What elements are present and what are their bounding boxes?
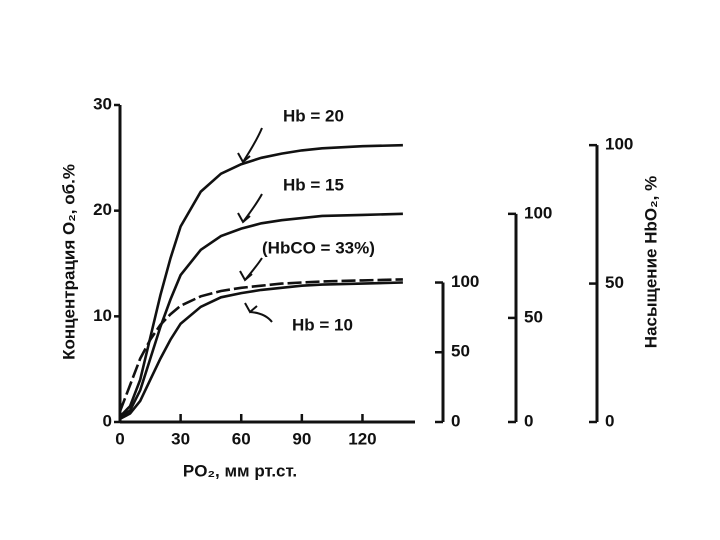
curve-label: Hb = 10 — [292, 315, 353, 334]
x-tick-label: 30 — [171, 429, 190, 448]
x-tick-label: 0 — [115, 429, 124, 448]
saturation-tick-label: 0 — [451, 411, 460, 430]
saturation-axis-label: Насыщение HbO₂, % — [641, 176, 660, 348]
saturation-tick-label: 0 — [524, 411, 533, 430]
arrow-head — [237, 152, 251, 164]
saturation-tick-label: 50 — [524, 307, 543, 326]
curve-label: (HbCO = 33%) — [262, 238, 375, 257]
curve-label: Hb = 20 — [283, 106, 344, 125]
curve-label: Hb = 15 — [283, 175, 344, 194]
curve — [118, 278, 403, 412]
y-tick-label: 20 — [93, 200, 112, 219]
arrow-head — [237, 212, 251, 224]
x-tick-label: 120 — [348, 429, 376, 448]
arrow-head — [239, 270, 253, 282]
annotation-arrow — [242, 127, 263, 163]
y-axis-label: Концентрация O₂, об.% — [59, 164, 78, 360]
saturation-tick-label: 100 — [605, 135, 633, 154]
y-tick-label: 30 — [93, 94, 112, 113]
y-tick-label: 0 — [103, 411, 112, 430]
saturation-tick-label: 100 — [451, 272, 479, 291]
x-tick-label: 90 — [292, 429, 311, 448]
curve — [119, 281, 403, 420]
saturation-tick-label: 50 — [605, 273, 624, 292]
annotation-arrow — [242, 193, 263, 223]
annotation-arrow — [249, 311, 273, 323]
saturation-tick-label: 100 — [524, 203, 552, 222]
arrow-head — [244, 302, 258, 314]
curve — [119, 143, 403, 418]
saturation-tick-label: 0 — [605, 411, 614, 430]
x-axis-label: PO₂, мм рт.ст. — [183, 461, 297, 480]
x-tick-label: 60 — [232, 429, 251, 448]
saturation-tick-label: 50 — [451, 342, 470, 361]
curve — [119, 212, 403, 419]
y-tick-label: 10 — [93, 306, 112, 325]
